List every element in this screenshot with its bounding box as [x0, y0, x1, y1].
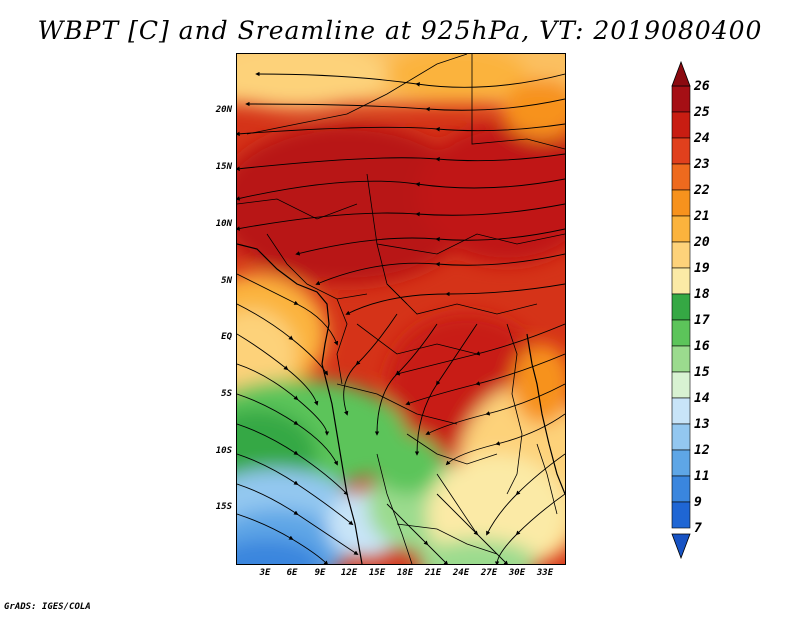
colorbar-segment — [671, 85, 691, 113]
colorbar-segment — [671, 293, 691, 321]
lat-tick-15n: 15N — [215, 162, 232, 172]
lon-tick-18e: 18E — [396, 568, 414, 578]
colorbar-segment — [671, 189, 691, 217]
lon-tick-15e: 15E — [368, 568, 386, 578]
streamlines — [237, 71, 565, 564]
colorbar-label-24: 24 — [694, 131, 710, 146]
lon-tick-3e: 3E — [259, 568, 271, 578]
map-panel — [236, 53, 566, 565]
colorbar-label-9: 9 — [694, 495, 702, 510]
lon-tick-33e: 33E — [536, 568, 554, 578]
lat-tick-5s: 5S — [221, 389, 232, 399]
colorbar-label-13: 13 — [694, 417, 710, 432]
colorbar-segment — [671, 137, 691, 165]
colorbar-bottom-arrow — [671, 533, 691, 560]
colorbar-segment — [671, 371, 691, 399]
colorbar-segment — [671, 215, 691, 243]
lat-tick-15s: 15S — [215, 502, 232, 512]
lat-tick-20n: 20N — [215, 105, 232, 115]
lat-tick-5n: 5N — [221, 276, 232, 286]
colorbar-segment — [671, 449, 691, 477]
lon-tick-30e: 30E — [508, 568, 526, 578]
colorbar-segment — [671, 345, 691, 373]
colorbar-label-20: 20 — [694, 235, 710, 250]
lat-tick-eq: EQ — [221, 332, 232, 342]
lon-tick-9e: 9E — [314, 568, 326, 578]
lat-tick-10n: 10N — [215, 219, 232, 229]
lon-tick-24e: 24E — [452, 568, 470, 578]
colorbar-label-26: 26 — [694, 79, 710, 94]
colorbar-label-19: 19 — [694, 261, 710, 276]
colorbar-top-arrow — [671, 60, 691, 87]
colorbar-label-18: 18 — [694, 287, 710, 302]
colorbar-label-12: 12 — [694, 443, 710, 458]
colorbar-segment — [671, 111, 691, 139]
colorbar-segment — [671, 319, 691, 347]
colorbar-segment — [671, 475, 691, 503]
colorbar-label-22: 22 — [694, 183, 710, 198]
lon-tick-21e: 21E — [424, 568, 442, 578]
colorbar-segment — [671, 397, 691, 425]
grads-credit: GrADS: IGES/COLA — [4, 602, 91, 612]
wbpt-streamline-map — [237, 54, 565, 564]
colorbar-label-7: 7 — [694, 521, 702, 536]
colorbar-label-11: 11 — [694, 469, 710, 484]
lon-tick-27e: 27E — [480, 568, 498, 578]
colorbar-label-16: 16 — [694, 339, 710, 354]
colorbar-segment — [671, 163, 691, 191]
colorbar-segment — [671, 423, 691, 451]
colorbar-label-21: 21 — [694, 209, 710, 224]
lon-tick-6e: 6E — [286, 568, 298, 578]
colorbar-segment — [671, 241, 691, 269]
colorbar-label-25: 25 — [694, 105, 710, 120]
lake-shore-east — [526, 333, 565, 495]
colorbar-label-15: 15 — [694, 365, 710, 380]
colorbar-label-17: 17 — [694, 313, 710, 328]
colorbar-label-23: 23 — [694, 157, 710, 172]
colorbar-segment — [671, 501, 691, 529]
lat-tick-10s: 10S — [215, 446, 232, 456]
colorbar-segments — [671, 85, 691, 529]
colorbar-label-14: 14 — [694, 391, 710, 406]
chart-title: WBPT [C] and Sreamline at 925hPa, VT: 20… — [37, 16, 763, 45]
colorbar-segment — [671, 267, 691, 295]
colorbar — [671, 60, 691, 560]
lon-tick-12e: 12E — [340, 568, 358, 578]
